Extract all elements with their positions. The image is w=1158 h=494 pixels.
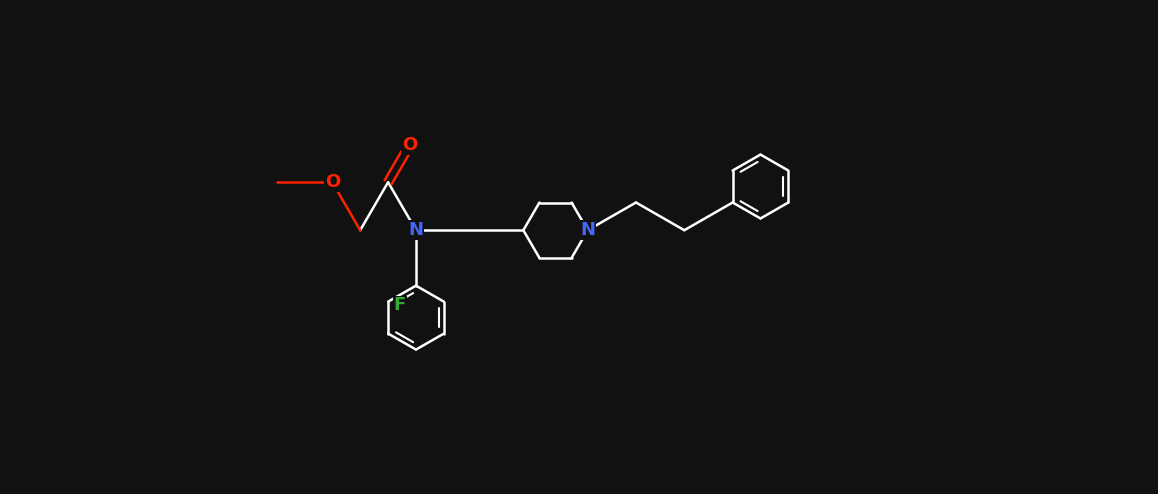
Text: O: O [402, 136, 418, 154]
Text: N: N [580, 221, 595, 239]
Text: N: N [409, 221, 424, 239]
Text: O: O [324, 173, 340, 191]
Text: F: F [394, 296, 406, 315]
